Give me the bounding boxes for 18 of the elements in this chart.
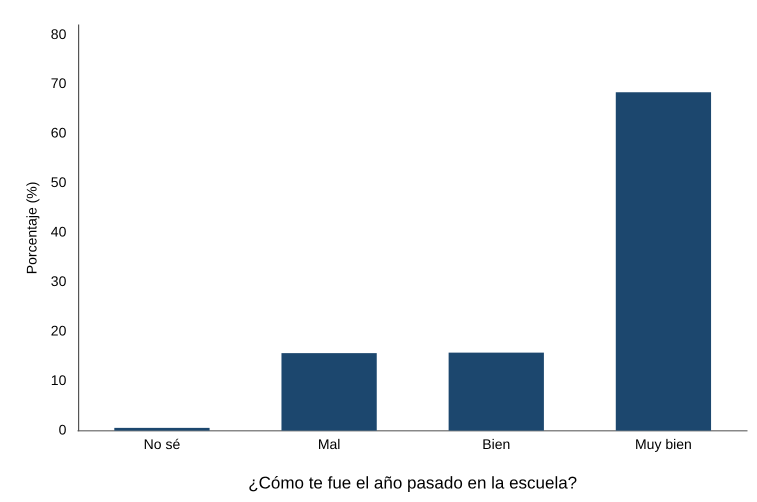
bar <box>448 352 544 431</box>
x-tick-label: Bien <box>482 436 510 452</box>
y-tick-label: 20 <box>50 322 67 339</box>
y-tick-label: 50 <box>50 174 67 190</box>
y-tick-label: 10 <box>50 372 67 388</box>
y-tick-label: 80 <box>50 26 67 42</box>
x-tick-label: Mal <box>318 436 340 452</box>
x-axis-title: ¿Cómo te fue el año pasado en la escuela? <box>248 473 578 492</box>
y-tick-label: 60 <box>50 124 67 141</box>
x-tick-label: No sé <box>144 436 180 452</box>
x-tick-label: Muy bien <box>635 436 692 452</box>
bar <box>616 92 712 431</box>
y-axis-title: Porcentaje (%) <box>23 182 40 274</box>
y-tick-label: 30 <box>50 273 67 290</box>
bar <box>281 353 377 431</box>
y-tick-label: 40 <box>50 224 67 240</box>
y-tick-label: 0 <box>58 422 67 438</box>
y-tick-label: 70 <box>50 75 67 92</box>
